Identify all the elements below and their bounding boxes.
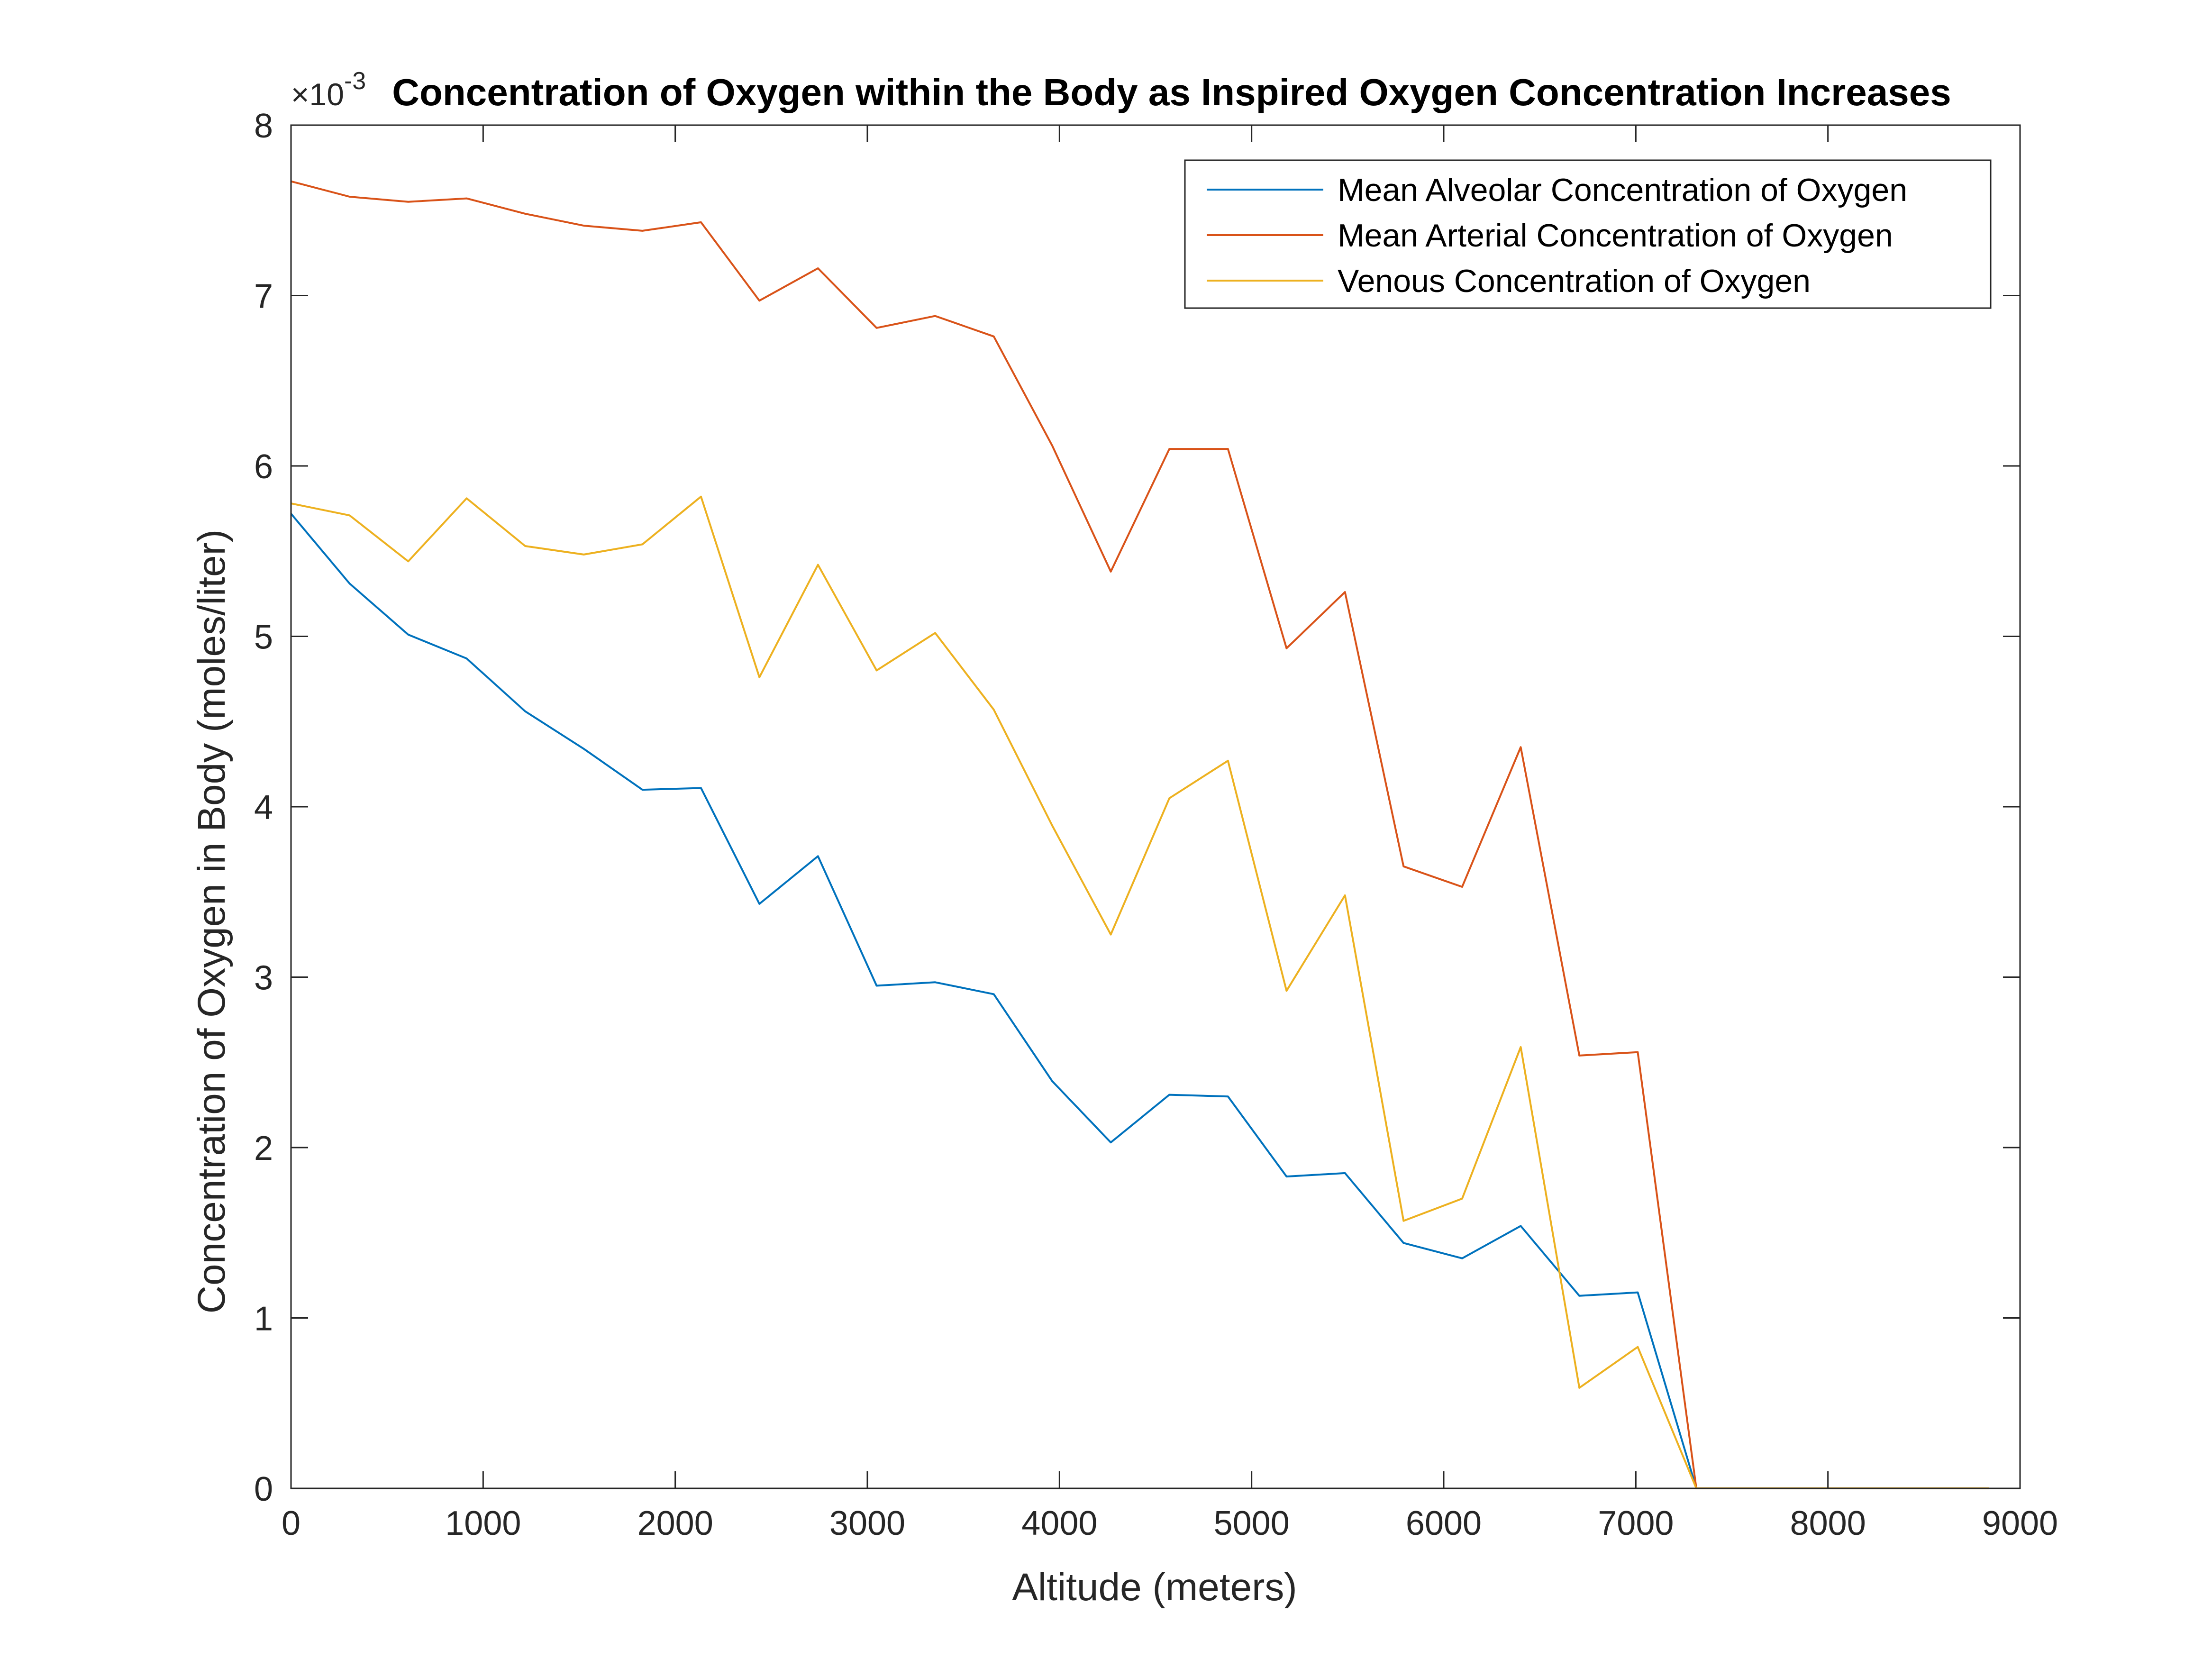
y-axis-label: Concentration of Oxygen in Body (moles/l… xyxy=(190,529,233,1313)
x-tick-label: 1000 xyxy=(445,1504,521,1542)
x-tick-label: 4000 xyxy=(1021,1504,1097,1542)
legend-label-venous: Venous Concentration of Oxygen xyxy=(1338,263,1811,299)
legend-label-arterial: Mean Arterial Concentration of Oxygen xyxy=(1338,218,1893,254)
legend: Mean Alveolar Concentration of Oxygen Me… xyxy=(1184,159,1992,309)
y-tick-label: 2 xyxy=(254,1130,273,1167)
chart-title: Concentration of Oxygen within the Body … xyxy=(392,71,1951,113)
legend-label-alveolar: Mean Alveolar Concentration of Oxygen xyxy=(1338,172,1907,208)
x-tick-label: 5000 xyxy=(1214,1504,1290,1542)
x-tick-label: 9000 xyxy=(1982,1504,2058,1542)
plot-background xyxy=(291,125,2020,1488)
y-tick-label: 7 xyxy=(254,278,273,316)
x-tick-label: 2000 xyxy=(637,1504,713,1542)
axes-layer: 0 1000 2000 3000 4000 5000 6000 7000 8000 9000 0 1 2… xyxy=(254,107,2058,1542)
y-tick-label: 8 xyxy=(254,107,273,145)
y-tick-label: 6 xyxy=(254,448,273,486)
plot-area xyxy=(291,125,2020,1488)
x-axis-label: Altitude (meters) xyxy=(1012,1566,1297,1609)
x-tick-label: 7000 xyxy=(1598,1504,1674,1542)
x-tick-label: 3000 xyxy=(829,1504,905,1542)
y-tick-label: 1 xyxy=(254,1300,273,1338)
x-tick-label: 8000 xyxy=(1790,1504,1866,1542)
y-tick-label: 0 xyxy=(254,1470,273,1508)
y-tick-label: 4 xyxy=(254,789,273,827)
y-exponent-label: ×10-3 xyxy=(291,67,366,112)
y-tick-label: 5 xyxy=(254,619,273,656)
y-tick-label: 3 xyxy=(254,959,273,997)
x-tick-label: 0 xyxy=(282,1504,300,1542)
x-tick-label: 6000 xyxy=(1406,1504,1482,1542)
